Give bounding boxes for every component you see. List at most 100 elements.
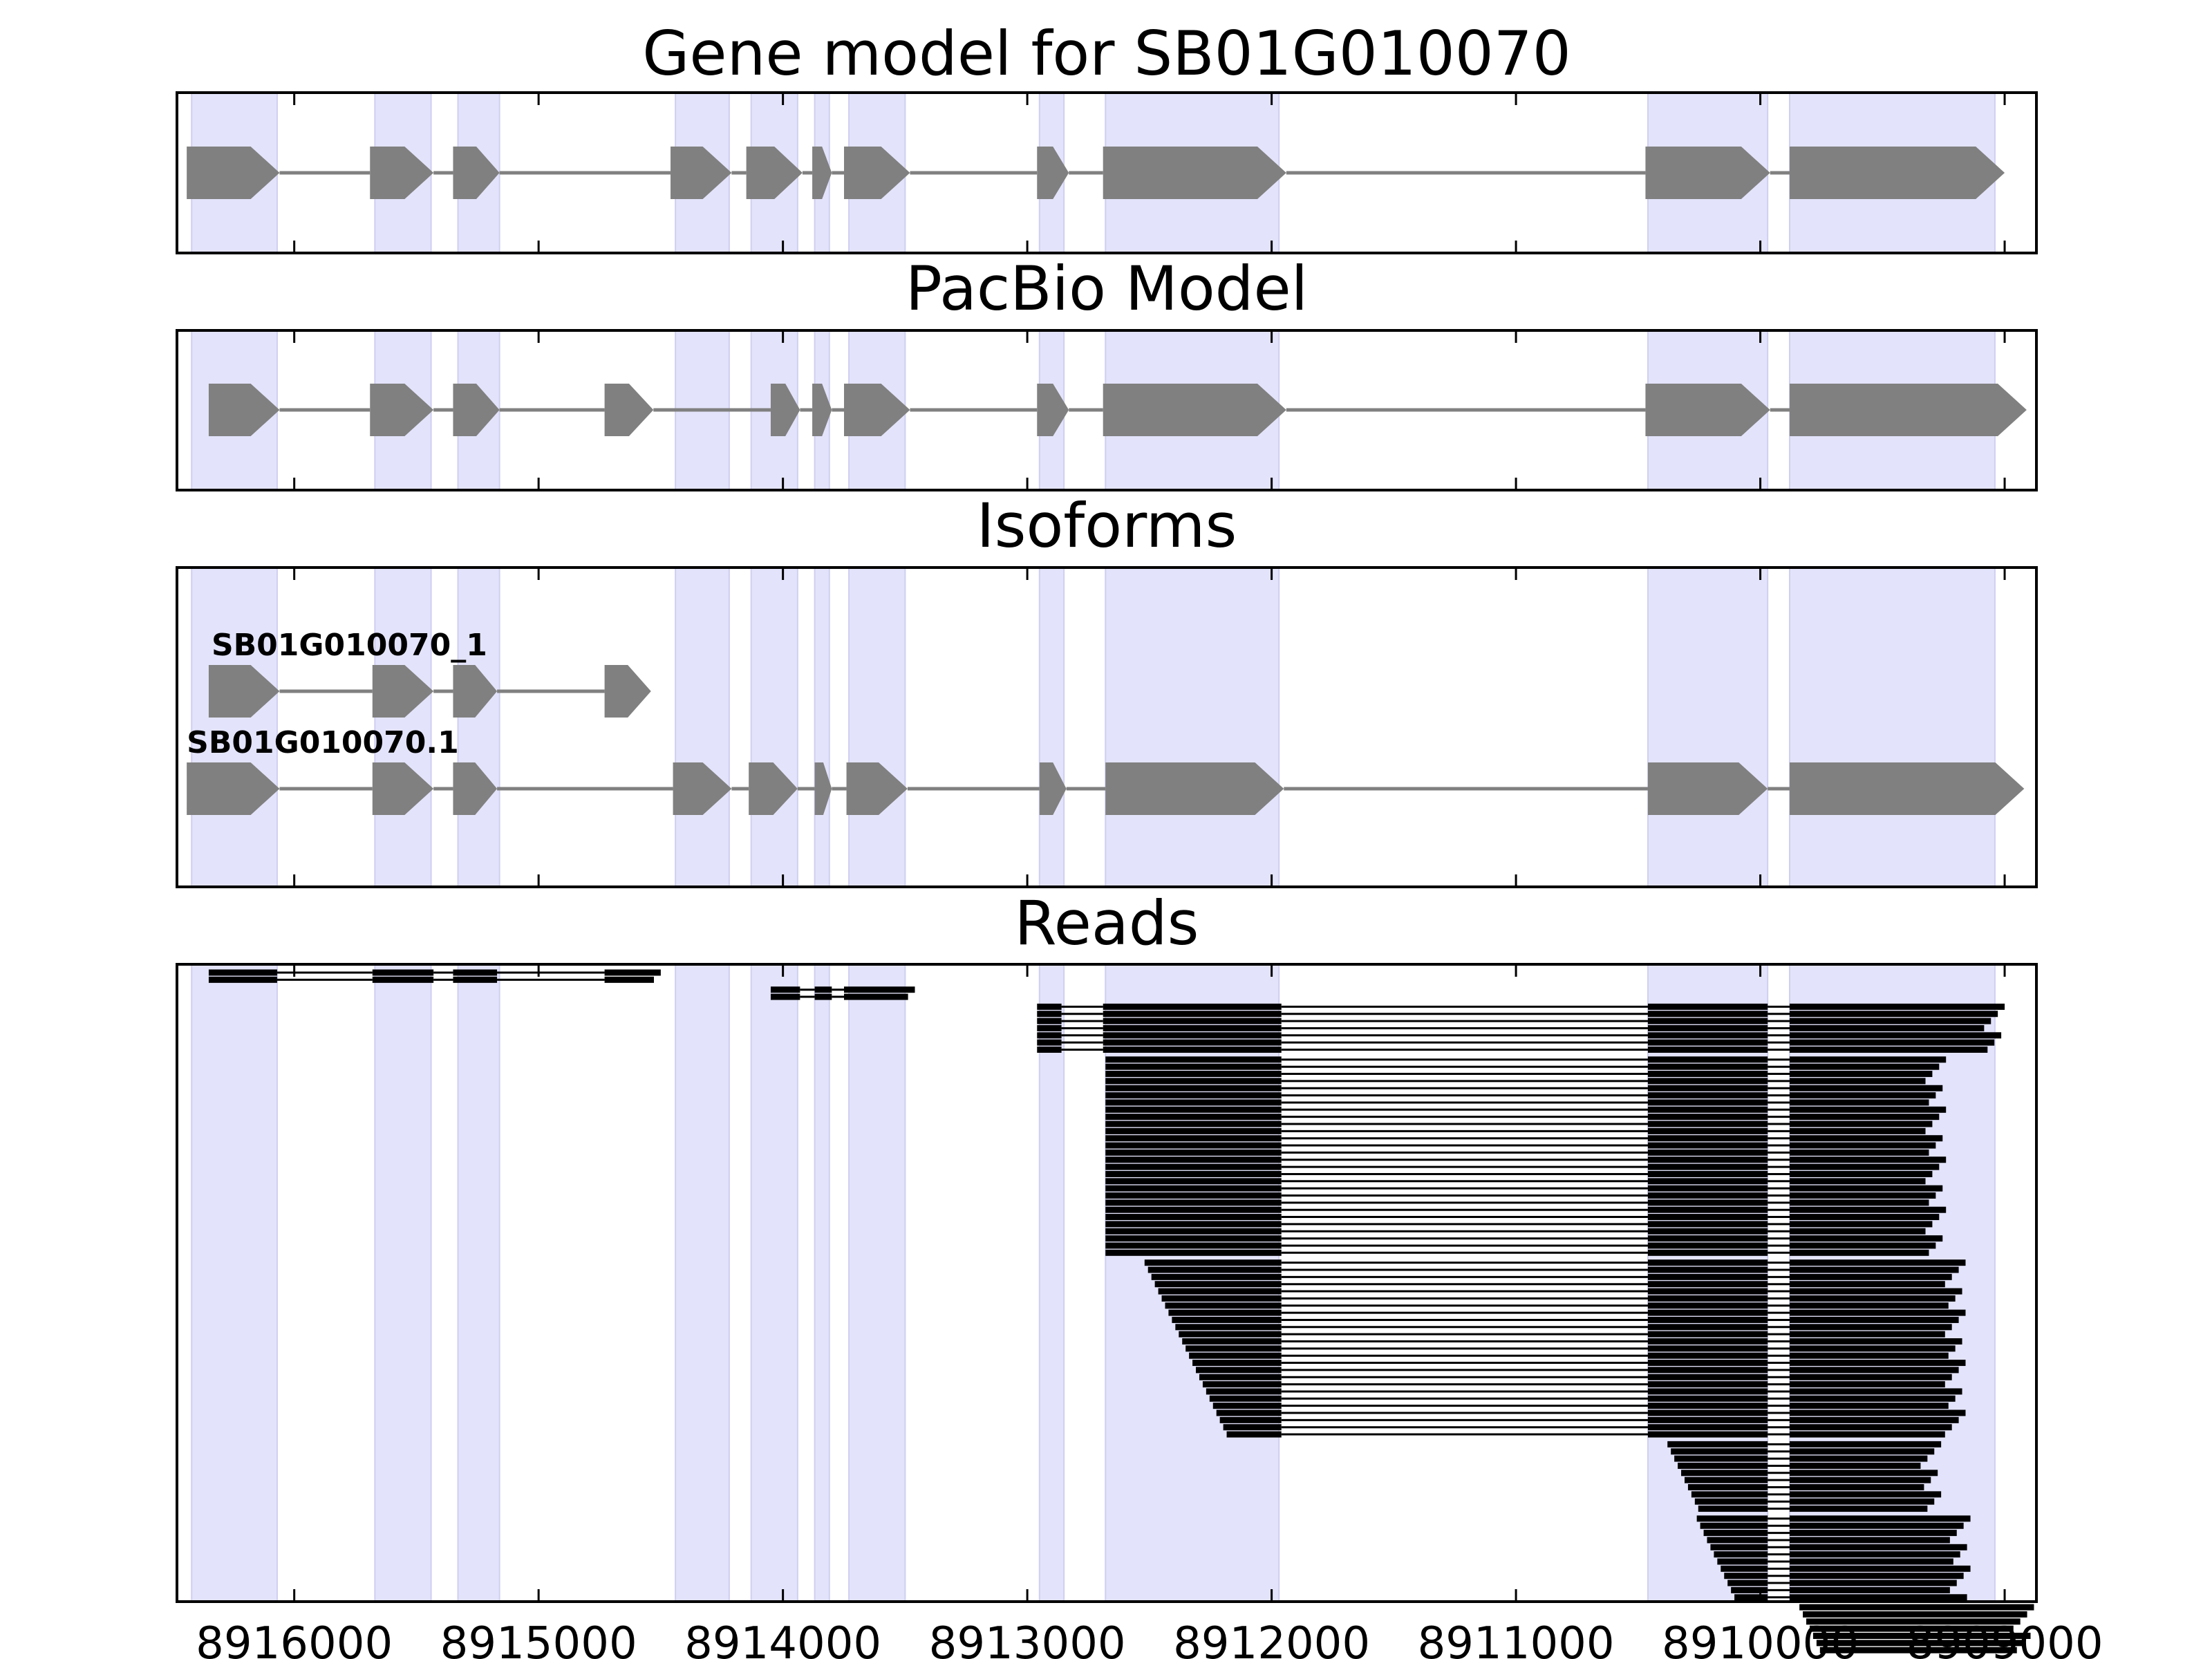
read-block <box>1037 1032 1062 1039</box>
read-block <box>1734 1594 1768 1601</box>
exon-highlight-band <box>675 964 730 1602</box>
read-block <box>1647 1085 1768 1091</box>
exon-highlight-band <box>1038 567 1065 888</box>
exon-arrow <box>1037 384 1069 436</box>
read-block <box>453 969 498 976</box>
exon-arrow <box>453 762 498 815</box>
read-block <box>1647 1163 1768 1170</box>
read-block <box>1789 1295 1956 1302</box>
read-block <box>1105 1228 1282 1235</box>
read-block <box>1105 1135 1282 1142</box>
read-block <box>844 993 908 1000</box>
read-block <box>1147 1266 1282 1273</box>
read-block <box>814 993 832 1000</box>
read-block <box>1158 1288 1282 1295</box>
read-block <box>1789 1515 1971 1522</box>
read-block <box>1717 1558 1768 1565</box>
read-block <box>1647 1156 1768 1163</box>
read-block <box>1789 1199 1929 1206</box>
read-block <box>1789 1338 1962 1344</box>
exon-arrow <box>453 147 500 199</box>
read-block <box>1647 1149 1768 1156</box>
read-block <box>1647 1078 1768 1085</box>
exon-highlight-band <box>675 567 730 888</box>
read-block <box>1789 1249 1929 1256</box>
read-block <box>1037 1018 1062 1024</box>
read-block <box>1789 1063 1940 1070</box>
read-block <box>1789 1018 1991 1024</box>
read-block <box>1103 1011 1282 1018</box>
read-block <box>1647 1199 1768 1206</box>
read-block <box>1037 1047 1062 1053</box>
exon-arrow <box>1103 384 1286 436</box>
read-block <box>1647 1170 1768 1177</box>
read-block <box>1789 1360 1966 1367</box>
exon-arrow <box>453 665 498 718</box>
read-block <box>1105 1214 1282 1221</box>
read-block <box>453 976 498 983</box>
isoform-label: SB01G010070_1 <box>212 628 487 663</box>
read-block <box>1647 1063 1768 1070</box>
read-block <box>1789 1477 1931 1483</box>
read-block <box>1789 1565 1971 1572</box>
read-block <box>1789 1395 1956 1402</box>
read-block <box>1209 1395 1282 1402</box>
read-block <box>1105 1235 1282 1242</box>
read-block <box>1103 1018 1282 1024</box>
x-tick-label: 8916000 <box>196 1618 393 1659</box>
exon-highlight-band <box>457 567 500 888</box>
read-block <box>1103 1024 1282 1031</box>
x-tick-label: 8910000 <box>1662 1618 1859 1659</box>
read-block <box>1647 1135 1768 1142</box>
read-block <box>1687 1484 1768 1490</box>
read-block <box>1647 1302 1768 1309</box>
read-block <box>1647 1324 1768 1331</box>
read-block <box>1789 1206 1947 1213</box>
read-block <box>1789 1594 1967 1601</box>
exon-highlight-band <box>1788 567 1996 888</box>
read-block <box>1647 1431 1768 1438</box>
read-block <box>1789 1221 1933 1228</box>
read-block <box>208 969 277 976</box>
read-block <box>1789 1381 1945 1388</box>
read-block <box>1789 1170 1933 1177</box>
read-block <box>1789 1011 1998 1018</box>
axes-frame <box>176 566 2038 888</box>
read-block <box>1698 1506 1768 1512</box>
exon-arrow <box>770 384 800 436</box>
read-block <box>1168 1309 1282 1316</box>
exon-arrow <box>1789 384 2027 436</box>
read-block <box>1105 1221 1282 1228</box>
exon-highlight-band <box>374 964 432 1602</box>
read-block <box>1789 1388 1962 1395</box>
read-block <box>372 969 434 976</box>
read-block <box>1694 1498 1768 1505</box>
exon-highlight-band <box>848 567 906 888</box>
read-block <box>1196 1367 1282 1374</box>
read-block <box>1789 1309 1966 1316</box>
exon-arrow <box>671 147 732 199</box>
read-block <box>1647 1039 1768 1046</box>
exon-highlight-band <box>814 964 830 1602</box>
read-block <box>1789 1156 1947 1163</box>
axes-frame <box>176 91 2038 254</box>
read-block <box>1789 1266 1959 1273</box>
read-block <box>1103 1047 1282 1053</box>
read-block <box>1647 1288 1768 1295</box>
read-block <box>1789 1424 1952 1431</box>
panel-title: Reads <box>1015 888 1199 959</box>
read-block <box>1647 1331 1768 1338</box>
read-block <box>1789 1462 1921 1469</box>
read-block <box>1037 1024 1062 1031</box>
read-block <box>1105 1156 1282 1163</box>
read-block <box>1647 1338 1768 1344</box>
exon-arrow <box>187 147 280 199</box>
read-block <box>1182 1338 1282 1344</box>
read-block <box>1647 1047 1768 1053</box>
read-block <box>1647 1242 1768 1249</box>
read-block <box>1105 1170 1282 1177</box>
isoform-label: SB01G010070.1 <box>187 725 459 760</box>
read-block <box>1816 1640 2024 1647</box>
read-block <box>1789 1106 1947 1113</box>
read-block <box>1151 1273 1282 1280</box>
